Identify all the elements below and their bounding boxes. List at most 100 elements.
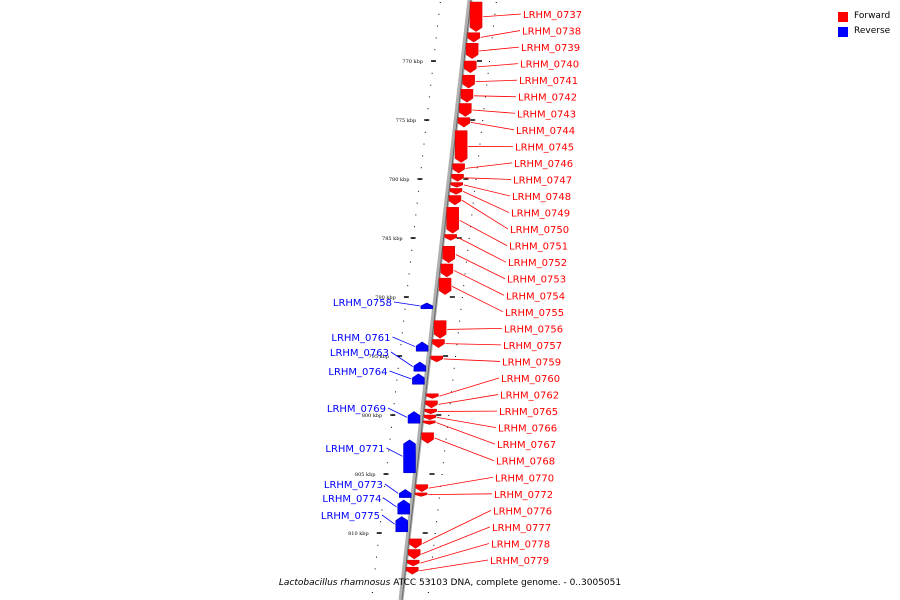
gene-lrhm-0757-arrow[interactable]	[432, 339, 445, 349]
gene-lrhm-0737-arrow[interactable]	[469, 1, 483, 32]
gene-lrhm-0777-arrow[interactable]	[408, 549, 421, 560]
minor-tick-right	[427, 592, 429, 593]
gene-label-lrhm-0742[interactable]: LRHM_0742	[518, 93, 577, 104]
gene-lrhm-0753-arrow[interactable]	[442, 246, 455, 264]
gene-label-lrhm-0776[interactable]: LRHM_0776	[493, 506, 552, 517]
gene-label-lrhm-0759[interactable]: LRHM_0759	[502, 357, 561, 368]
gene-leader-line	[384, 483, 399, 494]
gene-label-lrhm-0744[interactable]: LRHM_0744	[516, 126, 575, 137]
gene-label-lrhm-0763[interactable]: LRHM_0763	[330, 348, 389, 359]
gene-lrhm-0740-arrow[interactable]	[464, 60, 477, 74]
gene-lrhm-0745-arrow[interactable]	[454, 130, 468, 163]
gene-lrhm-0738-arrow[interactable]	[467, 32, 480, 43]
gene-lrhm-0765-arrow[interactable]	[424, 408, 437, 415]
gene-label-lrhm-0774[interactable]: LRHM_0774	[322, 494, 381, 505]
gene-lrhm-0743-arrow[interactable]	[459, 103, 472, 117]
gene-lrhm-0760-arrow[interactable]	[426, 393, 439, 399]
minor-tick-right	[449, 403, 451, 405]
gene-label-lrhm-0770[interactable]: LRHM_0770	[495, 473, 554, 484]
gene-label-lrhm-0745[interactable]: LRHM_0745	[515, 142, 574, 153]
gene-lrhm-0747-arrow[interactable]	[451, 174, 464, 182]
gene-lrhm-0759-arrow[interactable]	[430, 355, 443, 363]
gene-lrhm-0755-arrow[interactable]	[438, 277, 452, 295]
gene-lrhm-0748-arrow[interactable]	[450, 182, 463, 188]
gene-label-lrhm-0747[interactable]: LRHM_0747	[513, 175, 572, 186]
gene-label-lrhm-0758[interactable]: LRHM_0758	[333, 298, 392, 309]
minor-tick-left	[434, 49, 436, 51]
gene-label-lrhm-0771[interactable]: LRHM_0771	[325, 444, 384, 455]
gene-lrhm-0768-arrow[interactable]	[421, 432, 434, 444]
minor-tick-right	[453, 367, 455, 369]
gene-label-lrhm-0748[interactable]: LRHM_0748	[512, 192, 571, 203]
gene-leader-line	[463, 184, 511, 197]
gene-label-lrhm-0769[interactable]: LRHM_0769	[327, 404, 386, 415]
gene-label-lrhm-0767[interactable]: LRHM_0767	[497, 440, 556, 451]
gene-leader-line	[462, 191, 510, 213]
minor-tick-left	[431, 72, 433, 74]
gene-lrhm-0746-arrow[interactable]	[452, 163, 465, 174]
minor-tick-left	[400, 344, 402, 346]
gene-label-lrhm-0743[interactable]: LRHM_0743	[517, 109, 576, 120]
gene-lrhm-0771-arrow[interactable]	[403, 439, 416, 474]
gene-label-lrhm-0737[interactable]: LRHM_0737	[523, 10, 582, 21]
gene-lrhm-0754-arrow[interactable]	[440, 263, 454, 278]
gene-leader-line	[420, 543, 490, 564]
gene-lrhm-0741-arrow[interactable]	[462, 74, 475, 89]
gene-lrhm-0766-arrow[interactable]	[423, 414, 437, 420]
gene-label-lrhm-0760[interactable]: LRHM_0760	[501, 374, 560, 385]
gene-lrhm-0761-arrow[interactable]	[415, 341, 429, 352]
gene-lrhm-0742-arrow[interactable]	[460, 89, 474, 103]
minor-tick-left	[371, 592, 373, 593]
gene-label-lrhm-0752[interactable]: LRHM_0752	[508, 258, 567, 269]
gene-label-lrhm-0739[interactable]: LRHM_0739	[521, 43, 580, 54]
minor-tick-left	[373, 580, 375, 582]
gene-lrhm-0774-arrow[interactable]	[397, 499, 410, 515]
gene-lrhm-0779-arrow[interactable]	[406, 566, 419, 575]
gene-lrhm-0752-arrow[interactable]	[444, 234, 457, 241]
gene-lrhm-0763-arrow[interactable]	[413, 361, 427, 372]
minor-tick-left	[413, 226, 415, 228]
gene-lrhm-0773-arrow[interactable]	[399, 489, 412, 498]
gene-lrhm-0751-arrow[interactable]	[446, 207, 459, 234]
gene-label-lrhm-0754[interactable]: LRHM_0754	[506, 291, 565, 302]
gene-lrhm-0778-arrow[interactable]	[406, 559, 420, 567]
gene-label-lrhm-0738[interactable]: LRHM_0738	[522, 27, 581, 38]
gene-label-lrhm-0741[interactable]: LRHM_0741	[519, 76, 578, 87]
gene-lrhm-0772-arrow[interactable]	[414, 492, 428, 497]
gene-lrhm-0762-arrow[interactable]	[425, 400, 438, 409]
gene-lrhm-0749-arrow[interactable]	[449, 188, 463, 195]
gene-lrhm-0744-arrow[interactable]	[457, 117, 471, 128]
gene-label-lrhm-0772[interactable]: LRHM_0772	[494, 490, 553, 501]
gene-lrhm-0750-arrow[interactable]	[448, 195, 462, 206]
gene-label-lrhm-0762[interactable]: LRHM_0762	[500, 391, 559, 402]
gene-label-lrhm-0750[interactable]: LRHM_0750	[510, 225, 569, 236]
gene-label-lrhm-0779[interactable]: LRHM_0779	[490, 556, 549, 567]
gene-label-lrhm-0746[interactable]: LRHM_0746	[514, 159, 573, 170]
gene-lrhm-0739-arrow[interactable]	[465, 43, 479, 59]
gene-label-lrhm-0753[interactable]: LRHM_0753	[507, 275, 566, 286]
gene-label-lrhm-0756[interactable]: LRHM_0756	[504, 324, 563, 335]
gene-lrhm-0767-arrow[interactable]	[423, 420, 436, 425]
gene-label-lrhm-0765[interactable]: LRHM_0765	[499, 407, 558, 418]
gene-label-lrhm-0757[interactable]: LRHM_0757	[503, 341, 562, 352]
minor-tick-left	[439, 2, 441, 3]
gene-label-lrhm-0766[interactable]: LRHM_0766	[498, 424, 557, 435]
gene-label-lrhm-0775[interactable]: LRHM_0775	[321, 511, 380, 522]
gene-label-lrhm-0773[interactable]: LRHM_0773	[324, 480, 383, 491]
gene-label-lrhm-0777[interactable]: LRHM_0777	[492, 523, 551, 534]
gene-label-lrhm-0764[interactable]: LRHM_0764	[328, 367, 387, 378]
gene-lrhm-0756-arrow[interactable]	[433, 320, 447, 339]
gene-label-lrhm-0778[interactable]: LRHM_0778	[491, 539, 550, 550]
gene-lrhm-0776-arrow[interactable]	[409, 538, 422, 549]
gene-lrhm-0758-arrow[interactable]	[420, 302, 434, 310]
gene-label-lrhm-0768[interactable]: LRHM_0768	[496, 457, 555, 468]
gene-label-lrhm-0761[interactable]: LRHM_0761	[331, 333, 390, 344]
gene-lrhm-0770-arrow[interactable]	[415, 484, 429, 492]
gene-label-lrhm-0749[interactable]: LRHM_0749	[511, 209, 570, 220]
gene-label-lrhm-0755[interactable]: LRHM_0755	[505, 308, 564, 319]
gene-label-lrhm-0740[interactable]: LRHM_0740	[520, 60, 579, 71]
gene-lrhm-0775-arrow[interactable]	[395, 516, 408, 533]
gene-lrhm-0764-arrow[interactable]	[412, 373, 425, 385]
gene-lrhm-0769-arrow[interactable]	[407, 411, 421, 424]
gene-label-lrhm-0751[interactable]: LRHM_0751	[509, 242, 568, 253]
